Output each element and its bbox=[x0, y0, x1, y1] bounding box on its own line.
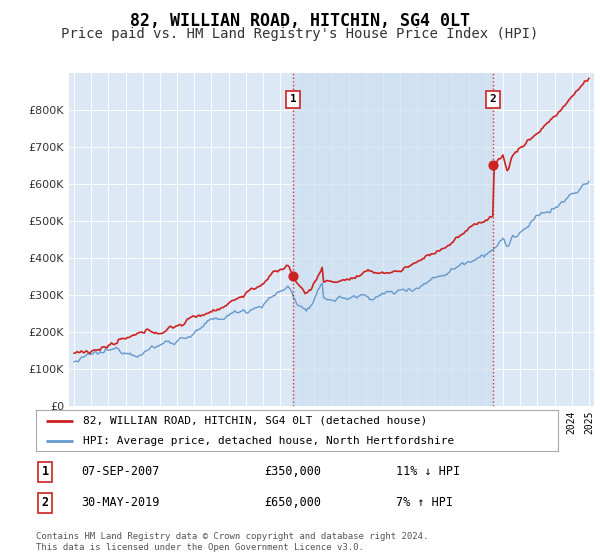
Bar bbox=[293, 73, 493, 406]
Text: 11% ↓ HPI: 11% ↓ HPI bbox=[396, 465, 460, 478]
Text: 7% ↑ HPI: 7% ↑ HPI bbox=[396, 496, 453, 509]
Text: 07-SEP-2007: 07-SEP-2007 bbox=[81, 465, 160, 478]
Text: 2: 2 bbox=[41, 496, 49, 509]
Text: Contains HM Land Registry data © Crown copyright and database right 2024.
This d: Contains HM Land Registry data © Crown c… bbox=[36, 532, 428, 552]
Text: 30-MAY-2019: 30-MAY-2019 bbox=[81, 496, 160, 509]
Point bbox=[488, 161, 498, 170]
Text: 82, WILLIAN ROAD, HITCHIN, SG4 0LT: 82, WILLIAN ROAD, HITCHIN, SG4 0LT bbox=[130, 12, 470, 30]
Text: HPI: Average price, detached house, North Hertfordshire: HPI: Average price, detached house, Nort… bbox=[83, 436, 454, 446]
Text: £650,000: £650,000 bbox=[264, 496, 321, 509]
Text: £350,000: £350,000 bbox=[264, 465, 321, 478]
Text: 1: 1 bbox=[290, 95, 296, 105]
Text: 1: 1 bbox=[41, 465, 49, 478]
Text: 2: 2 bbox=[490, 95, 496, 105]
Text: 82, WILLIAN ROAD, HITCHIN, SG4 0LT (detached house): 82, WILLIAN ROAD, HITCHIN, SG4 0LT (deta… bbox=[83, 416, 427, 426]
Point bbox=[288, 272, 298, 281]
Text: Price paid vs. HM Land Registry's House Price Index (HPI): Price paid vs. HM Land Registry's House … bbox=[61, 27, 539, 41]
